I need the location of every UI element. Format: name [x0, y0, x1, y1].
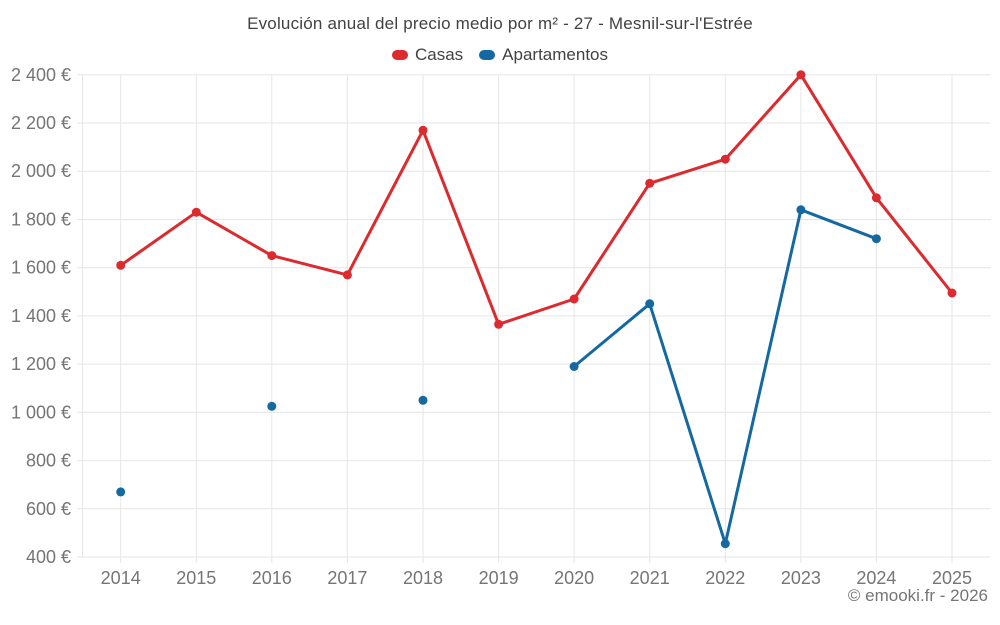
point-apartamentos-2021[interactable]	[645, 299, 655, 309]
y-axis-label-1800: 1 800 €	[11, 210, 71, 230]
x-axis-label-2024: 2024	[856, 568, 896, 588]
x-axis-label-2023: 2023	[781, 568, 821, 588]
y-axis-label-600: 600 €	[26, 499, 71, 519]
x-axis-label-2021: 2021	[630, 568, 670, 588]
x-axis-label-2014: 2014	[101, 568, 141, 588]
x-axis-label-2022: 2022	[705, 568, 745, 588]
x-axis-label-2019: 2019	[479, 568, 519, 588]
attribution-link[interactable]: © emooki.fr - 2026	[847, 586, 988, 605]
point-apartamentos-2020[interactable]	[569, 362, 579, 371]
chart-legend: Casas Apartamentos	[0, 44, 1000, 66]
legend-item-apartamentos[interactable]: Apartamentos	[479, 45, 608, 65]
point-casas-2014[interactable]	[116, 260, 126, 270]
point-apartamentos-2014[interactable]	[116, 487, 126, 497]
x-axis-label-2018: 2018	[403, 568, 443, 588]
point-apartamentos-2022[interactable]	[720, 539, 730, 549]
legend-swatch-apartamentos-icon	[479, 50, 496, 60]
y-axis-label-800: 800 €	[26, 451, 71, 471]
series-line-casas	[119, 73, 954, 326]
legend-item-casas[interactable]: Casas	[391, 45, 464, 65]
point-apartamentos-2024[interactable]	[871, 234, 881, 244]
x-axis-label-2025: 2025	[932, 568, 972, 588]
y-axis-label-1200: 1 200 €	[11, 354, 71, 374]
x-axis-label-2015: 2015	[176, 568, 216, 588]
legend-swatch-casas-icon	[391, 50, 408, 60]
y-axis-label-2000: 2 000 €	[11, 161, 71, 181]
point-casas-2020[interactable]	[569, 294, 579, 304]
y-axis-label-1400: 1 400 €	[11, 306, 71, 326]
point-apartamentos-2023[interactable]	[796, 205, 806, 215]
y-axis-label-400: 400 €	[26, 547, 71, 567]
point-casas-2017[interactable]	[342, 270, 352, 280]
legend-label-casas: Casas	[414, 45, 464, 64]
point-apartamentos-2018[interactable]	[418, 395, 428, 405]
point-casas-2023[interactable]	[796, 70, 806, 80]
point-apartamentos-2016[interactable]	[267, 401, 277, 411]
legend-label-apartamentos: Apartamentos	[502, 45, 609, 64]
chart-title: Evolución anual del precio medio por m² …	[247, 14, 753, 33]
point-casas-2021[interactable]	[645, 178, 655, 188]
y-axis-label-2200: 2 200 €	[11, 113, 71, 133]
point-casas-2022[interactable]	[720, 154, 730, 164]
point-casas-2025[interactable]	[947, 288, 957, 298]
point-casas-2018[interactable]	[418, 125, 428, 135]
point-casas-2024[interactable]	[871, 193, 881, 203]
point-casas-2019[interactable]	[494, 319, 504, 329]
x-axis-label-2016: 2016	[252, 568, 292, 588]
y-axis-label-1600: 1 600 €	[11, 258, 71, 278]
x-axis-label-2017: 2017	[327, 568, 367, 588]
point-casas-2016[interactable]	[267, 251, 277, 261]
x-axis-label-2020: 2020	[554, 568, 594, 588]
point-casas-2015[interactable]	[191, 207, 201, 217]
y-axis-label-2400: 2 400 €	[11, 65, 71, 85]
y-axis-label-1000: 1 000 €	[11, 402, 71, 422]
